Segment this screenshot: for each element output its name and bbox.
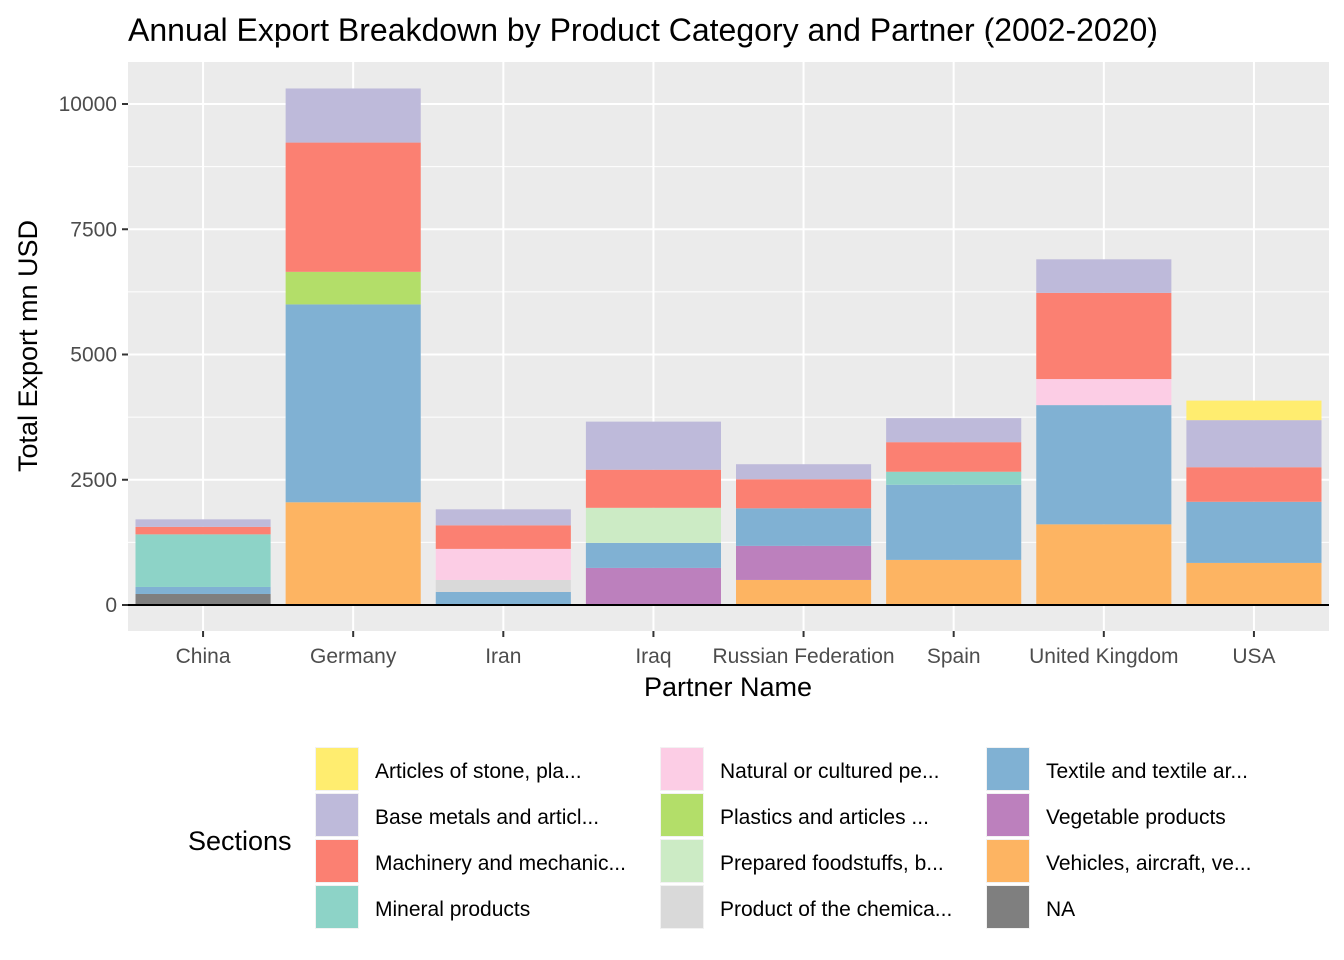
bar-segment	[1036, 379, 1172, 406]
x-tick-label: Iraq	[635, 645, 671, 668]
legend-key	[316, 794, 358, 836]
bar-segment	[886, 559, 1022, 605]
bar-segment	[1186, 501, 1322, 563]
bar-segment	[435, 548, 571, 580]
chart-title: Annual Export Breakdown by Product Categ…	[128, 12, 1158, 48]
bar-segment	[736, 545, 872, 580]
bar-segment	[886, 442, 1022, 472]
bar-segment	[736, 508, 872, 546]
bar-segment	[886, 418, 1022, 443]
legend-key	[661, 794, 703, 836]
x-tick-label: Iran	[485, 645, 521, 668]
bar-segment	[135, 593, 271, 605]
y-tick-label: 10000	[59, 93, 117, 116]
legend-label: Vegetable products	[1046, 806, 1226, 829]
bar-segment	[585, 469, 721, 508]
y-axis-title: Total Export mn USD	[13, 220, 43, 472]
x-tick-label: Germany	[310, 645, 397, 668]
bar-segment	[736, 579, 872, 605]
x-tick-label: United Kingdom	[1029, 645, 1178, 668]
legend-label: Articles of stone, pla...	[375, 760, 582, 783]
bar-segment	[135, 534, 271, 587]
bar-segment	[435, 525, 571, 549]
bar-segment	[135, 519, 271, 527]
legend-key	[661, 748, 703, 790]
bar-segment	[886, 484, 1022, 560]
legend-label: Product of the chemica...	[720, 898, 952, 921]
x-tick-label: USA	[1232, 645, 1275, 668]
bar-segment	[435, 579, 571, 592]
bar-segment	[1036, 405, 1172, 525]
legend-label: Plastics and articles ...	[720, 806, 929, 829]
legend-key	[661, 840, 703, 882]
y-tick-label: 5000	[70, 344, 117, 367]
bar-segment	[285, 142, 421, 272]
legend-label: Textile and textile ar...	[1046, 760, 1248, 783]
bar-segment	[585, 507, 721, 543]
legend-label: Machinery and mechanic...	[375, 852, 626, 875]
legend-label: Natural or cultured pe...	[720, 760, 939, 783]
legend-key	[661, 886, 703, 928]
bar-segment	[736, 479, 872, 509]
legend-key	[987, 840, 1029, 882]
legend-label: Vehicles, aircraft, ve...	[1046, 852, 1251, 875]
bar-segment	[135, 586, 271, 594]
y-axis-ticks: 0 2500 5000 7500 10000	[59, 93, 128, 617]
bar-segment	[285, 271, 421, 305]
bar-segment	[1036, 292, 1172, 380]
legend-key	[987, 886, 1029, 928]
bar-segment	[736, 464, 872, 480]
bar-segment	[1186, 467, 1322, 502]
bar-segment	[1186, 420, 1322, 468]
x-axis-ticks: China Germany Iran Iraq Russian Federation Sp…	[176, 631, 1276, 668]
legend-title: Sections	[188, 826, 292, 856]
legend-label: Base metals and articl...	[375, 806, 599, 829]
bar-segment	[285, 502, 421, 605]
x-tick-label: China	[176, 645, 231, 668]
bar-segment	[585, 421, 721, 470]
bar-segment	[886, 471, 1022, 485]
y-tick-label: 7500	[70, 218, 117, 241]
bar-segment	[435, 591, 571, 605]
legend-label: NA	[1046, 898, 1075, 921]
bar-segment	[435, 509, 571, 526]
bar-segment	[1036, 259, 1172, 293]
bar-segment	[285, 88, 421, 143]
legend-key	[987, 794, 1029, 836]
legend-key	[316, 886, 358, 928]
bar-segment	[1186, 562, 1322, 605]
bar-segment	[1186, 400, 1322, 421]
legend-label: Mineral products	[375, 898, 530, 921]
y-tick-label: 0	[105, 594, 117, 617]
legend-key	[316, 840, 358, 882]
y-tick-label: 2500	[70, 469, 117, 492]
bar-segment	[585, 542, 721, 568]
legend-key	[987, 748, 1029, 790]
x-axis-title: Partner Name	[644, 672, 812, 702]
bar-segment	[135, 526, 271, 535]
bar-segment	[585, 567, 721, 605]
x-tick-label: Spain	[927, 645, 981, 668]
legend: Articles of stone, pla... Base metals and…	[315, 747, 1251, 929]
x-tick-label: Russian Federation	[713, 645, 895, 668]
legend-label: Prepared foodstuffs, b...	[720, 852, 944, 875]
legend-key	[316, 748, 358, 790]
bar-segment	[285, 304, 421, 503]
bar-stacks	[135, 88, 1322, 605]
bar-segment	[1036, 524, 1172, 605]
